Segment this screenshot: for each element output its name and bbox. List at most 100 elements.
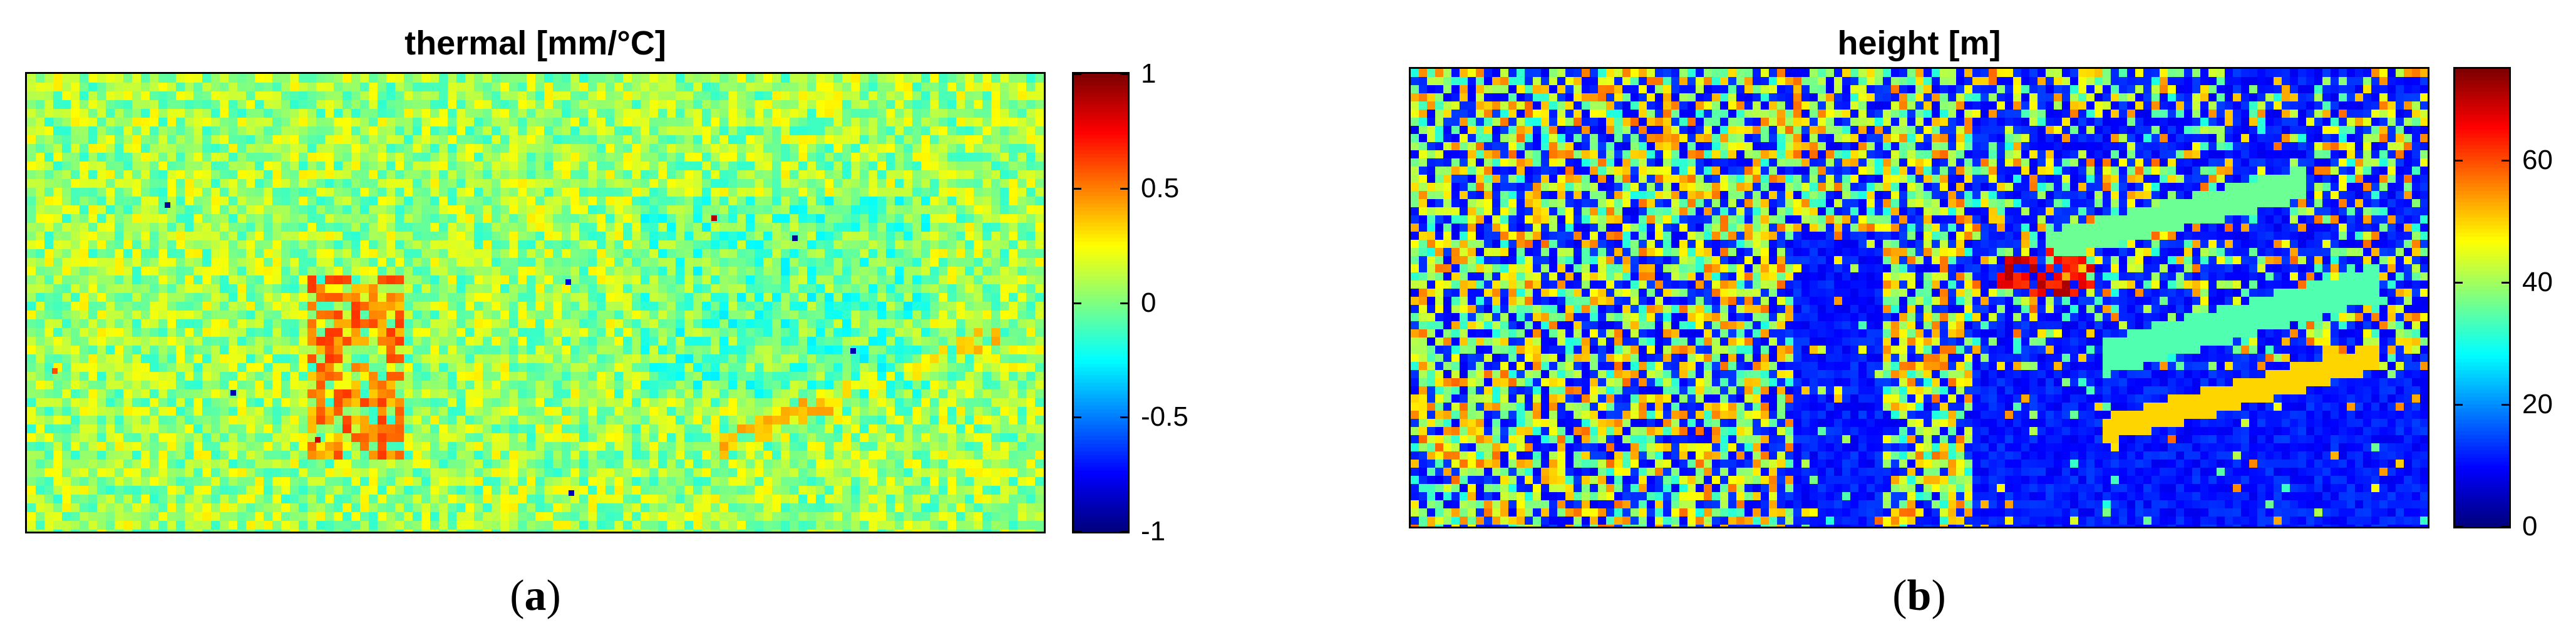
thermal-cell xyxy=(404,249,413,258)
thermal-cell xyxy=(115,302,123,311)
thermal-cell xyxy=(728,214,737,223)
thermal-cell xyxy=(404,363,413,372)
thermal-cell xyxy=(755,83,763,91)
thermal-cell xyxy=(842,109,851,118)
thermal-cell xyxy=(246,328,255,337)
thermal-cell xyxy=(483,135,492,144)
thermal-cell xyxy=(544,258,553,267)
thermal-cell xyxy=(492,170,500,179)
thermal-cell xyxy=(816,293,825,302)
thermal-cell xyxy=(246,205,255,214)
thermal-cell xyxy=(448,162,456,170)
thermal-cell xyxy=(755,442,763,451)
thermal-cell xyxy=(27,126,36,135)
thermal-cell xyxy=(404,232,413,240)
thermal-cell xyxy=(711,135,719,144)
thermal-cell xyxy=(474,258,483,267)
thermal-cell xyxy=(965,398,974,407)
thermal-cell xyxy=(676,398,684,407)
thermal-cell xyxy=(167,293,176,302)
thermal-cell xyxy=(343,311,351,319)
thermal-cell xyxy=(62,372,71,381)
thermal-cell xyxy=(1009,267,1018,275)
thermal-cell xyxy=(833,135,842,144)
thermal-cell xyxy=(649,188,658,197)
thermal-cell xyxy=(448,179,456,188)
thermal-cell xyxy=(123,319,132,328)
thermal-cell xyxy=(684,433,693,442)
thermal-cell xyxy=(44,170,53,179)
thermal-cell xyxy=(483,416,492,424)
thermal-cell xyxy=(711,442,719,451)
thermal-cell xyxy=(877,223,886,232)
thermal-cell xyxy=(632,398,641,407)
thermal-cell xyxy=(237,214,246,223)
thermal-cell xyxy=(597,205,605,214)
thermal-cell xyxy=(220,223,229,232)
thermal-cell xyxy=(702,424,711,433)
thermal-cell xyxy=(781,372,790,381)
thermal-cell xyxy=(947,381,956,389)
thermal-cell xyxy=(264,100,272,109)
thermal-cell xyxy=(667,188,676,197)
thermal-cell xyxy=(237,381,246,389)
thermal-cell xyxy=(202,275,211,284)
thermal-cell xyxy=(816,240,825,249)
thermal-cell xyxy=(71,118,80,126)
thermal-cell xyxy=(421,311,430,319)
thermal-cell xyxy=(334,319,343,328)
thermal-cell xyxy=(351,424,360,433)
thermal-cell xyxy=(991,363,1000,372)
thermal-cell xyxy=(623,433,632,442)
thermal-cell xyxy=(299,311,307,319)
thermal-cell xyxy=(947,214,956,223)
thermal-cell xyxy=(132,363,141,372)
thermal-cell xyxy=(220,91,229,100)
thermal-cell xyxy=(816,74,825,83)
thermal-cell xyxy=(658,214,667,223)
thermal-cell xyxy=(71,83,80,91)
thermal-cell xyxy=(351,337,360,346)
thermal-cell xyxy=(781,214,790,223)
thermal-cell xyxy=(877,100,886,109)
thermal-cell xyxy=(158,389,167,398)
thermal-cell xyxy=(421,240,430,249)
thermal-cell xyxy=(386,337,395,346)
thermal-cell xyxy=(1009,416,1018,424)
thermal-cell xyxy=(456,267,465,275)
thermal-cell xyxy=(535,118,544,126)
thermal-cell xyxy=(1000,363,1009,372)
thermal-cell xyxy=(325,354,334,363)
thermal-cell xyxy=(790,214,798,223)
thermal-cell xyxy=(115,407,123,416)
thermal-cell xyxy=(798,74,807,83)
thermal-cell xyxy=(465,258,474,267)
thermal-cell xyxy=(150,372,158,381)
thermal-cell xyxy=(895,372,904,381)
thermal-cell xyxy=(369,267,378,275)
thermal-cell xyxy=(246,214,255,223)
thermal-cell xyxy=(1018,354,1026,363)
thermal-cell xyxy=(80,74,88,83)
thermal-cell xyxy=(369,442,378,451)
thermal-cell xyxy=(842,118,851,126)
thermal-cell xyxy=(860,153,868,162)
thermal-cell xyxy=(702,118,711,126)
thermal-cell xyxy=(395,170,404,179)
thermal-cell xyxy=(728,407,737,416)
thermal-cell xyxy=(597,275,605,284)
thermal-cell xyxy=(562,100,570,109)
thermal-cell xyxy=(641,162,649,170)
thermal-cell xyxy=(53,284,62,293)
thermal-cell xyxy=(158,363,167,372)
thermal-cell xyxy=(518,249,527,258)
thermal-cell xyxy=(588,381,597,389)
thermal-cell xyxy=(702,170,711,179)
thermal-cell xyxy=(36,232,44,240)
thermal-cell xyxy=(115,118,123,126)
thermal-cell xyxy=(921,100,930,109)
thermal-cell xyxy=(316,275,325,284)
thermal-cell xyxy=(868,100,877,109)
thermal-cell xyxy=(588,407,597,416)
thermal-cell xyxy=(395,91,404,100)
